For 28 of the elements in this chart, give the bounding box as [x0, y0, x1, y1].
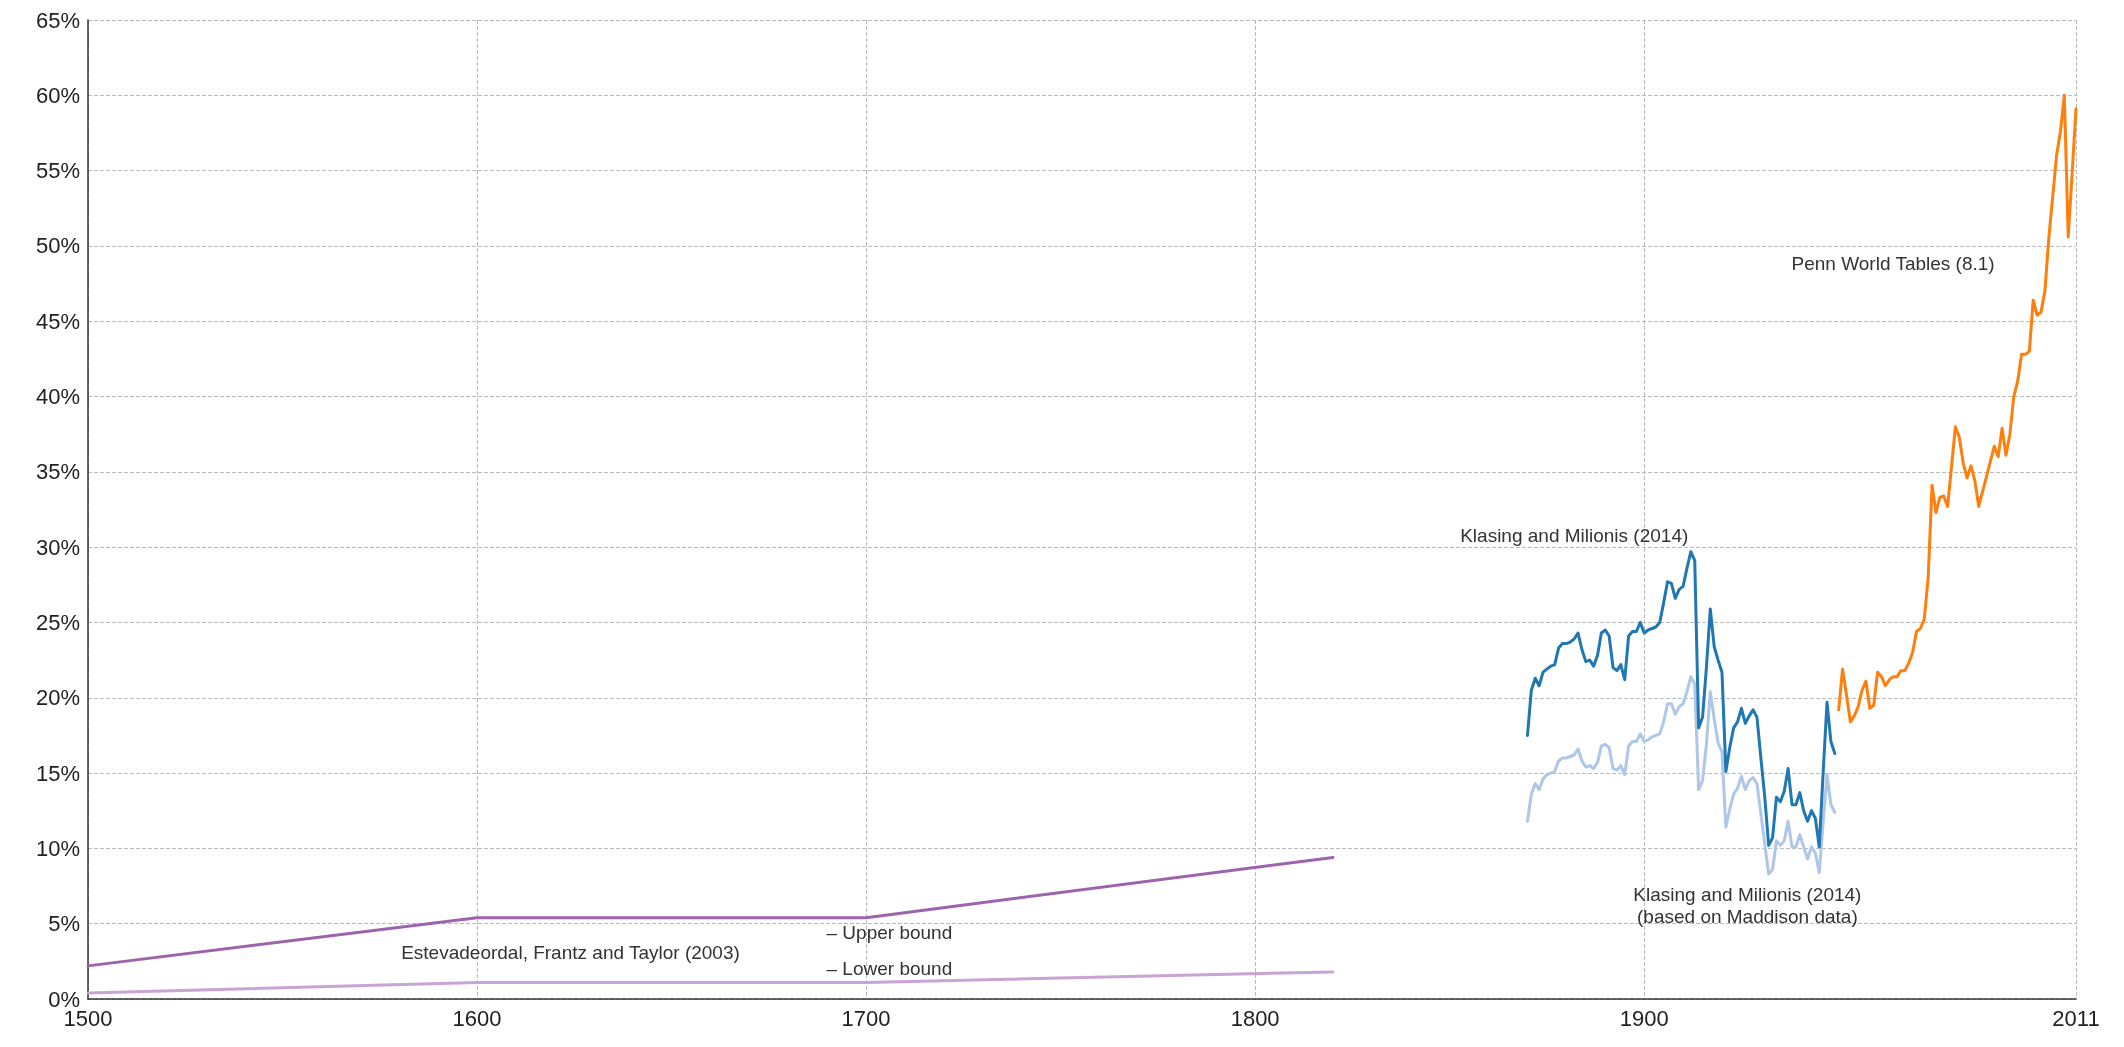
x-tick-label: 1600: [452, 1005, 502, 1031]
y-tick-label: 50%: [35, 233, 80, 259]
x-tick-label: 1800: [1230, 1005, 1280, 1031]
annotation: – Lower bound: [826, 958, 953, 980]
line-series: [1525, 675, 1837, 876]
annotation: Penn World Tables (8.1): [1791, 253, 1995, 275]
y-tick-label: 5%: [48, 911, 80, 937]
x-tick-label: 1900: [1619, 1005, 1669, 1031]
y-tick-label: 15%: [35, 760, 80, 786]
y-tick-label: 0%: [48, 986, 80, 1012]
line-series: [1837, 93, 2078, 724]
x-tick-label: 2011: [2052, 1005, 2100, 1031]
y-tick-label: 20%: [35, 685, 80, 711]
line-series: [1525, 550, 1837, 849]
y-tick-label: 45%: [35, 308, 80, 334]
y-tick-label: 30%: [35, 534, 80, 560]
y-tick-label: 35%: [35, 459, 80, 485]
annotation: Klasing and Milionis (2014) (based on Maddison data): [1633, 884, 1862, 928]
annotation: Estevadeordal, Frantz and Taylor (2003): [401, 941, 740, 963]
annotation: – Upper bound: [826, 922, 953, 944]
y-tick-label: 10%: [35, 835, 80, 861]
y-tick-label: 55%: [35, 158, 80, 184]
y-tick-label: 40%: [35, 384, 80, 410]
x-tick-label: 1700: [841, 1005, 891, 1031]
y-tick-label: 65%: [35, 7, 80, 33]
y-tick-label: 25%: [35, 609, 80, 635]
annotation: Klasing and Milionis (2014): [1460, 524, 1689, 546]
y-tick-label: 60%: [35, 82, 80, 108]
